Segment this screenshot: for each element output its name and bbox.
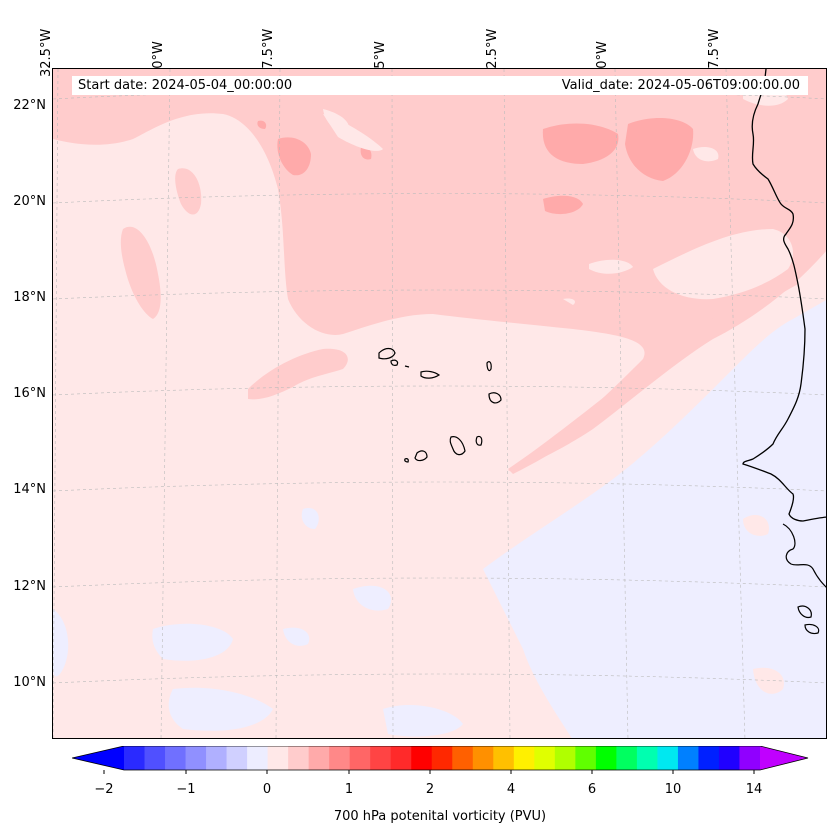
lat-label-10n: 10°N	[13, 675, 46, 690]
colorbar-cell	[575, 746, 597, 770]
cb-tick-4: 4	[506, 782, 516, 797]
graticule	[53, 69, 826, 738]
colorbar-cell	[739, 746, 761, 770]
island-maio	[475, 435, 483, 446]
colorbar-cell	[636, 746, 658, 770]
colorbar-cell	[329, 746, 351, 770]
cb-tick-10: 10	[664, 782, 682, 797]
lat-label-22n: 22°N	[13, 98, 46, 113]
info-bar: Start date: 2024-05-04_00:00:00 Valid_da…	[72, 76, 808, 95]
colorbar-label: 700 hPa potenital vorticity (PVU)	[333, 809, 547, 824]
colorbar-cell	[288, 746, 310, 770]
valid-date-label: Valid_date: 2024-05-06T09:00:00.00	[561, 78, 800, 93]
cb-tick-1: 1	[344, 782, 354, 797]
lat-label-14n: 14°N	[13, 482, 46, 497]
island-santa-luzia	[404, 365, 410, 368]
colorbar-cell	[452, 746, 474, 770]
island-brava	[404, 458, 409, 463]
colorbar-cell	[308, 746, 330, 770]
colorbar-cell	[411, 746, 433, 770]
colorbar-cell	[226, 746, 248, 770]
colorbar-cell	[677, 746, 699, 770]
colorbar-cell	[595, 746, 617, 770]
colorbar-cell	[247, 746, 269, 770]
colorbar-cell	[431, 746, 453, 770]
colorbar-cell	[698, 746, 720, 770]
cb-tick-neg1: −1	[176, 782, 196, 797]
field-region-diagonal-band	[508, 274, 798, 474]
colorbar-outline	[72, 746, 809, 771]
cb-tick-0: 0	[262, 782, 272, 797]
colorbar-cell	[144, 746, 166, 770]
start-date-label: Start date: 2024-05-04_00:00:00	[78, 78, 293, 93]
colorbar-cell	[124, 746, 146, 770]
map-panel[interactable]	[52, 68, 827, 739]
field-region-streamer	[248, 348, 348, 400]
lat-label-18n: 18°N	[13, 290, 46, 305]
field-medium-red-patches	[257, 117, 694, 215]
field-light-blue-regions	[53, 229, 826, 738]
colorbar-extend-max	[760, 746, 808, 770]
lat-label-16n: 16°N	[13, 386, 46, 401]
cb-tick-2: 2	[425, 782, 435, 797]
lat-label-20n: 20°N	[13, 194, 46, 209]
african-coastline	[742, 69, 826, 522]
colorbar-cell	[554, 746, 576, 770]
cape-verde-islands	[378, 347, 502, 463]
island-sal	[486, 361, 492, 372]
island-fogo	[414, 450, 428, 462]
island-boa-vista	[488, 392, 502, 404]
island-sao-nicolau	[420, 370, 441, 379]
colorbar-cell	[513, 746, 535, 770]
island-santo-antao	[378, 347, 396, 360]
colorbar-cell	[370, 746, 392, 770]
colorbar-cell	[534, 746, 556, 770]
colorbar-extend-min	[72, 746, 124, 770]
cb-tick-6: 6	[587, 782, 597, 797]
map-canvas	[53, 69, 826, 738]
colorbar-cell	[185, 746, 207, 770]
island-santiago	[449, 436, 466, 456]
colorbar-cell	[390, 746, 412, 770]
colorbar-cell	[718, 746, 740, 770]
colorbar-cell	[493, 746, 515, 770]
colorbar-cell	[657, 746, 679, 770]
colorbar-cell	[165, 746, 187, 770]
colorbar-cell	[206, 746, 228, 770]
colorbar-cell	[472, 746, 494, 770]
colorbar-cell	[349, 746, 371, 770]
colorbar-cell	[267, 746, 289, 770]
coastline-detail-south	[782, 523, 826, 635]
cb-tick-neg2: −2	[94, 782, 114, 797]
cb-tick-14: 14	[745, 782, 763, 797]
lat-label-12n: 12°N	[13, 579, 46, 594]
colorbar-cells	[72, 746, 809, 774]
field-region-west-strand	[120, 226, 161, 319]
field-region-north-plume	[53, 69, 826, 471]
island-sao-vicente	[390, 359, 399, 366]
colorbar-cell	[616, 746, 638, 770]
field-pale-patches	[53, 83, 788, 346]
field-region-west-blob	[175, 168, 202, 215]
colorbar	[72, 746, 809, 774]
